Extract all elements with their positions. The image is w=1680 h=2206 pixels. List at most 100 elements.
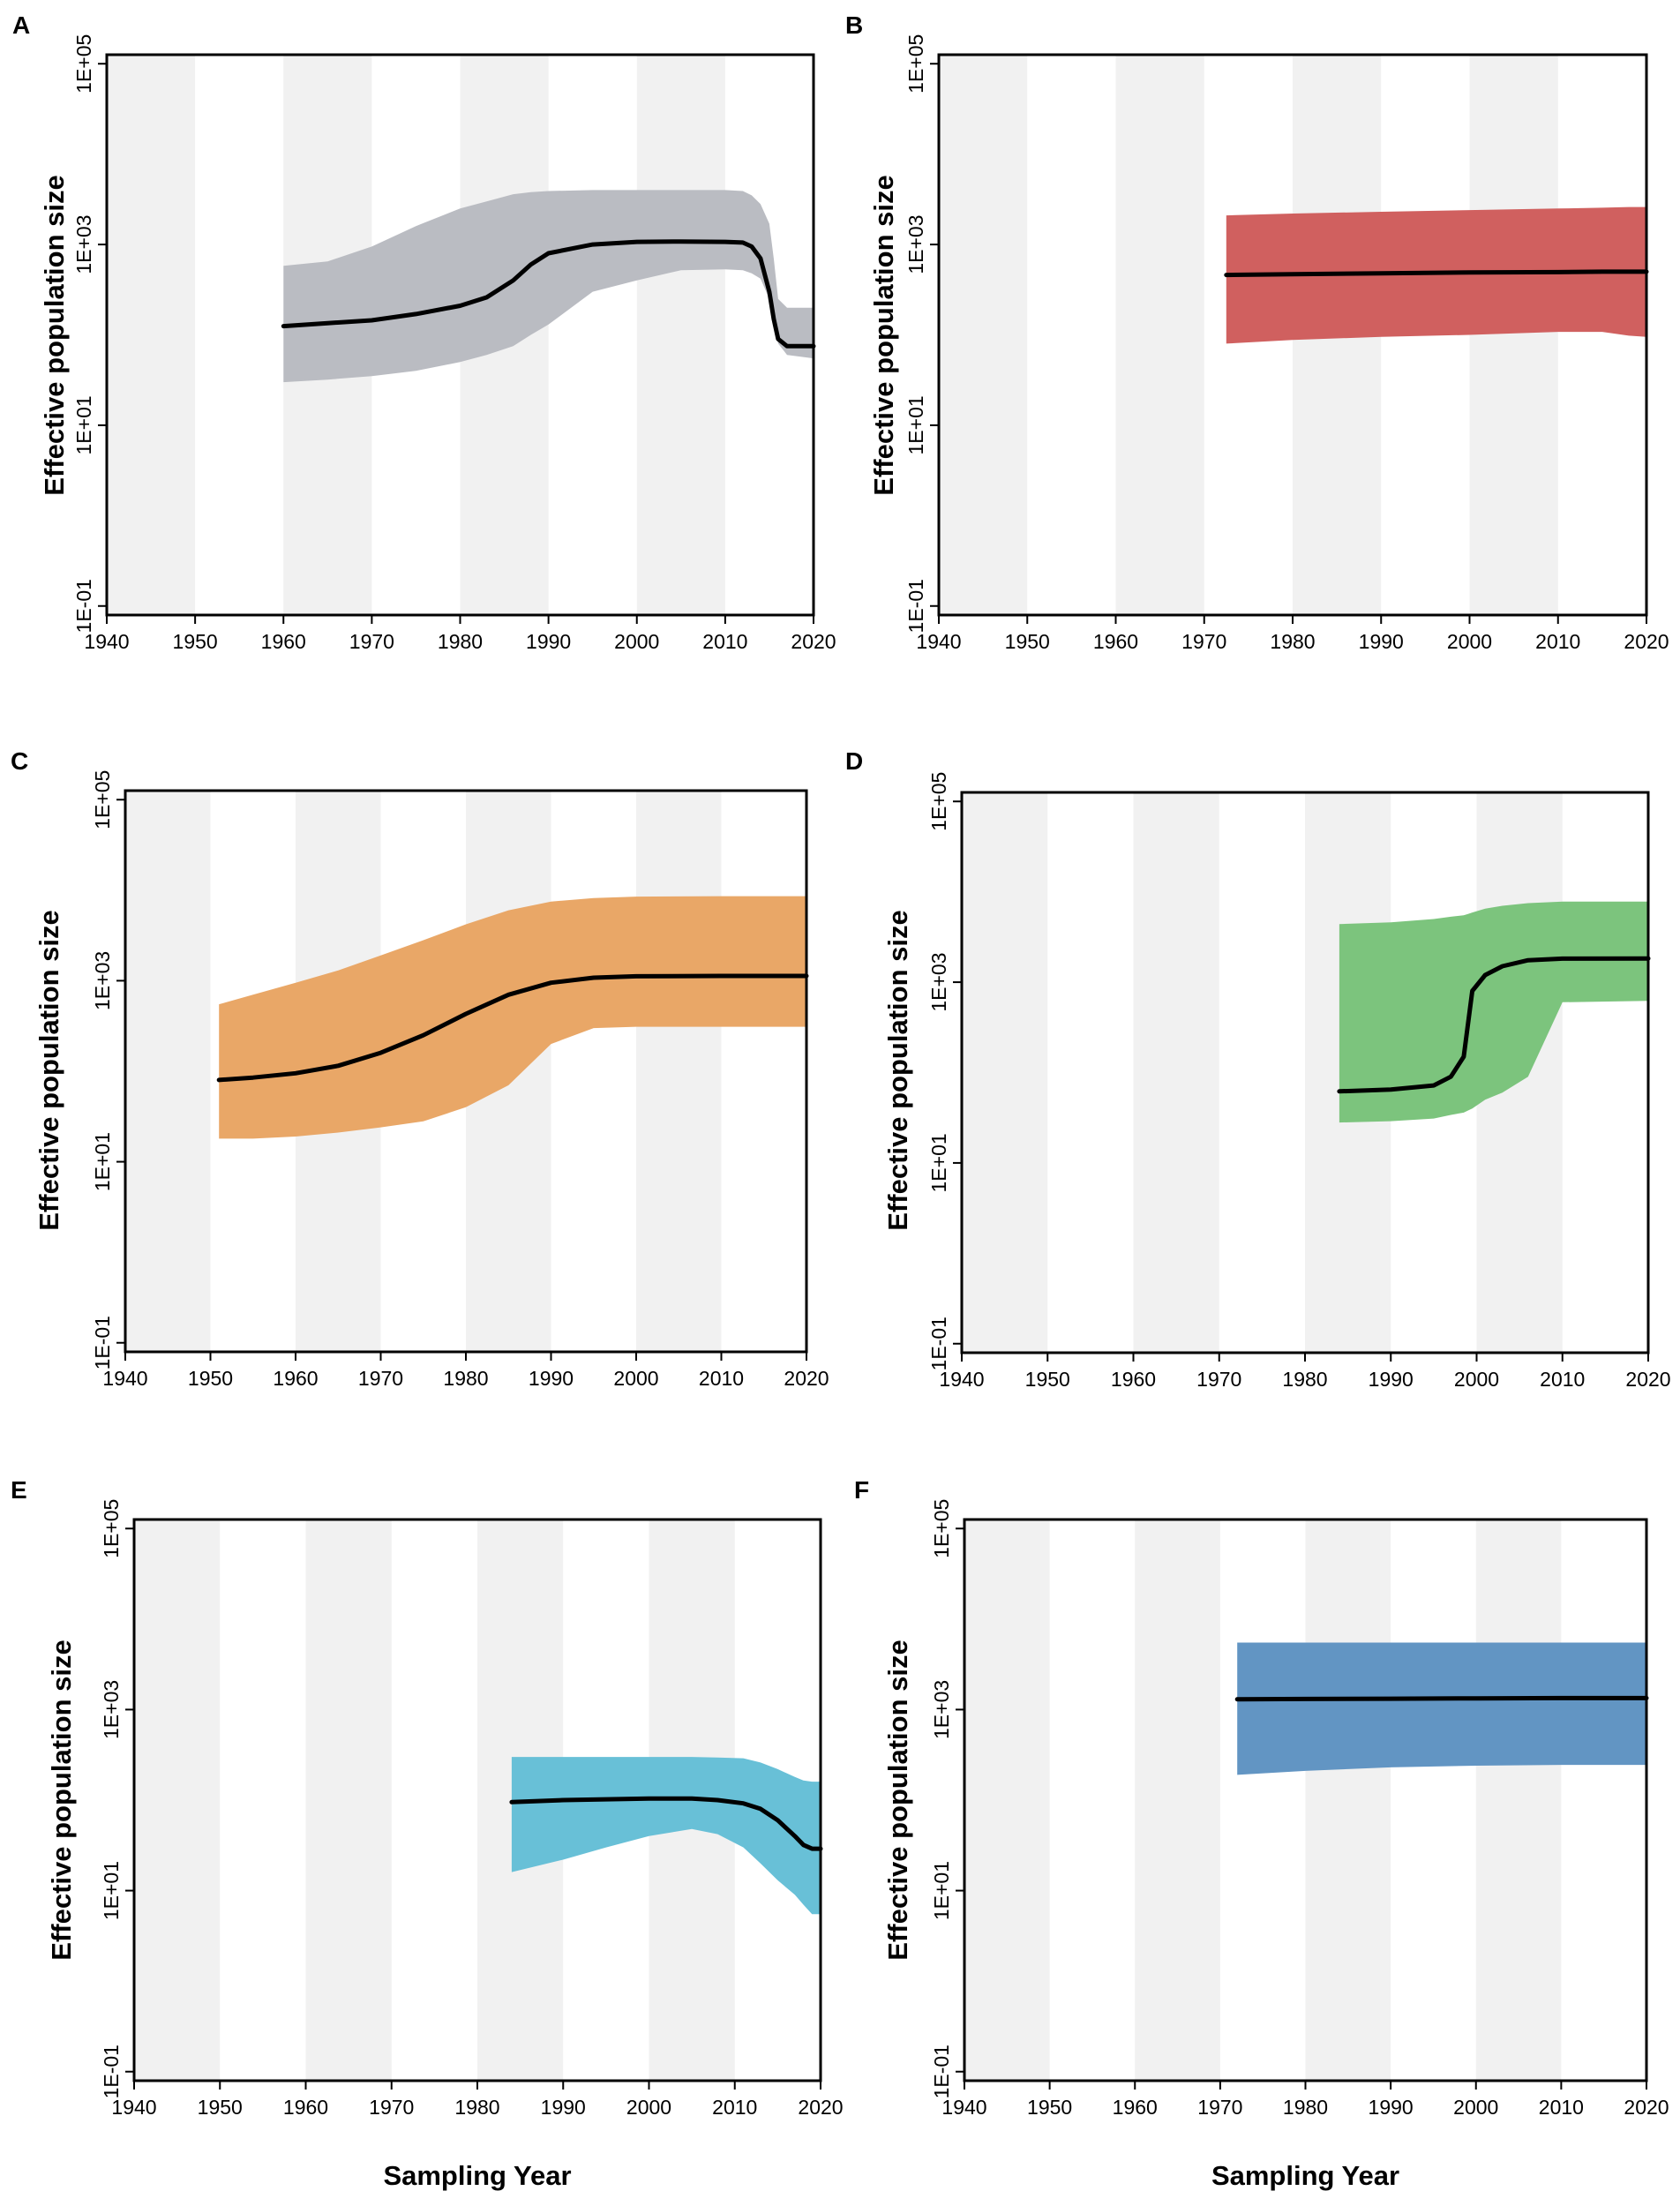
- x-tick-label: 1960: [273, 1367, 318, 1390]
- x-tick-label: 1960: [261, 630, 306, 653]
- x-tick-label: 1940: [102, 1367, 147, 1390]
- panel-letter: A: [12, 11, 30, 39]
- y-tick-label: 1E+05: [91, 770, 114, 829]
- x-tick-label: 1980: [1270, 630, 1315, 653]
- y-tick-label: 1E+03: [91, 951, 114, 1010]
- x-tick-label: 2020: [1624, 2096, 1669, 2119]
- decade-band-2000: [636, 55, 725, 615]
- median-line: [281, 239, 816, 349]
- panel-letter: D: [845, 747, 863, 775]
- hpd-interval-area: [1237, 1642, 1646, 1775]
- x-tick-label: 1990: [541, 2096, 586, 2119]
- x-axis-label: Sampling Year: [1211, 2160, 1399, 2191]
- median-line: [1337, 956, 1651, 1094]
- x-tick-label: 1990: [1369, 2096, 1414, 2119]
- x-tick-label: 1950: [1027, 2096, 1072, 2119]
- y-tick-label: 1E+03: [72, 215, 95, 274]
- x-tick-label: 1940: [111, 2096, 156, 2119]
- y-tick-label: 1E-01: [904, 579, 927, 633]
- x-tick-label: 2010: [1539, 2096, 1584, 2119]
- x-tick-label: 1940: [84, 630, 129, 653]
- x-tick-label: 2000: [1447, 630, 1492, 653]
- y-axis-label: Effective population size: [46, 1639, 77, 1960]
- panel-letter: E: [11, 1476, 27, 1504]
- median-line: [216, 973, 809, 1083]
- x-tick-label: 2000: [1454, 1368, 1499, 1391]
- y-tick-label: 1E+01: [100, 1861, 123, 1920]
- decade-band-1960: [1133, 792, 1219, 1353]
- x-tick-label: 2010: [699, 1367, 744, 1390]
- y-tick-label: 1E+01: [930, 1861, 953, 1920]
- y-tick-label: 1E+05: [904, 34, 927, 94]
- decade-band-1940: [964, 1519, 1050, 2081]
- y-tick-label: 1E-01: [91, 1316, 114, 1369]
- y-axis-label: Effective population size: [39, 175, 70, 495]
- x-tick-label: 1990: [529, 1367, 574, 1390]
- x-tick-label: 1940: [941, 2096, 986, 2119]
- panel-a: 1940 1950 1960 1970 1980 1990 2000 2010 2020 1E-0…: [12, 11, 836, 653]
- y-tick-label: 1E+05: [930, 1499, 953, 1558]
- panel-letter: C: [11, 747, 28, 775]
- decade-band-1960: [1135, 1519, 1220, 2081]
- x-tick-label: 2000: [1453, 2096, 1498, 2119]
- x-tick-label: 1960: [1113, 2096, 1158, 2119]
- panel-e: 1940 1950 1960 1970 1980 1990 2000 2010 2020 1E-0…: [11, 1476, 844, 2191]
- panel-letter: B: [845, 11, 863, 39]
- decade-band-2000: [1475, 1519, 1562, 2081]
- hpd-interval-area: [511, 1757, 821, 1915]
- median-line: [1234, 1695, 1649, 1702]
- x-tick-label: 1940: [916, 630, 961, 653]
- y-tick-label: 1E+05: [72, 34, 95, 94]
- x-tick-label: 1980: [1283, 2096, 1328, 2119]
- y-axis-label: Effective population size: [882, 1639, 913, 1960]
- median-line: [1224, 269, 1649, 278]
- y-tick-label: 1E+05: [100, 1499, 123, 1558]
- y-tick-label: 1E+03: [100, 1680, 123, 1739]
- hpd-interval-area: [219, 896, 806, 1139]
- x-tick-label: 1970: [358, 1367, 403, 1390]
- x-tick-label: 1950: [1025, 1368, 1070, 1391]
- y-tick-label: 1E-01: [100, 2045, 123, 2098]
- x-tick-label: 2010: [712, 2096, 757, 2119]
- x-tick-label: 1970: [349, 630, 394, 653]
- x-tick-label: 1970: [1197, 2096, 1242, 2119]
- panel-letter: F: [854, 1476, 869, 1504]
- x-tick-label: 2000: [614, 630, 659, 653]
- y-axis-label: Effective population size: [882, 910, 913, 1230]
- x-tick-label: 1980: [454, 2096, 499, 2119]
- y-axis-label: Effective population size: [868, 175, 899, 495]
- y-tick-label: 1E+05: [927, 772, 950, 831]
- panel-f: 1940 1950 1960 1970 1980 1990 2000 2010 2020 1E-0…: [854, 1476, 1669, 2191]
- x-tick-label: 1960: [1093, 630, 1138, 653]
- decade-band-1940: [125, 791, 211, 1352]
- x-tick-label: 1990: [526, 630, 571, 653]
- y-tick-label: 1E+03: [927, 953, 950, 1012]
- x-tick-label: 1980: [1282, 1368, 1327, 1391]
- x-tick-label: 1960: [1111, 1368, 1156, 1391]
- x-tick-label: 1950: [1005, 630, 1050, 653]
- decade-band-1960: [1115, 55, 1204, 615]
- x-tick-label: 1990: [1369, 1368, 1414, 1391]
- x-tick-label: 1950: [198, 2096, 243, 2119]
- decade-band-1940: [134, 1519, 221, 2081]
- x-tick-label: 1950: [173, 630, 218, 653]
- decade-band-1960: [305, 1519, 392, 2081]
- y-tick-label: 1E-01: [72, 579, 95, 633]
- decade-band-2000: [1469, 55, 1558, 615]
- x-tick-label: 1940: [939, 1368, 984, 1391]
- decade-band-1940: [107, 55, 196, 615]
- y-tick-label: 1E-01: [927, 1317, 950, 1370]
- x-tick-label: 2000: [613, 1367, 658, 1390]
- y-axis-label: Effective population size: [34, 910, 64, 1230]
- decade-band-1940: [939, 55, 1028, 615]
- x-tick-label: 2010: [702, 630, 747, 653]
- y-tick-label: 1E+01: [904, 395, 927, 454]
- x-tick-label: 2000: [626, 2096, 671, 2119]
- x-tick-label: 1970: [1196, 1368, 1241, 1391]
- y-tick-label: 1E+01: [927, 1133, 950, 1192]
- panel-b: 1940 1950 1960 1970 1980 1990 2000 2010 2020 1E-0…: [845, 11, 1669, 653]
- x-tick-label: 2020: [784, 1367, 829, 1390]
- x-tick-label: 1980: [438, 630, 483, 653]
- x-tick-label: 2010: [1535, 630, 1580, 653]
